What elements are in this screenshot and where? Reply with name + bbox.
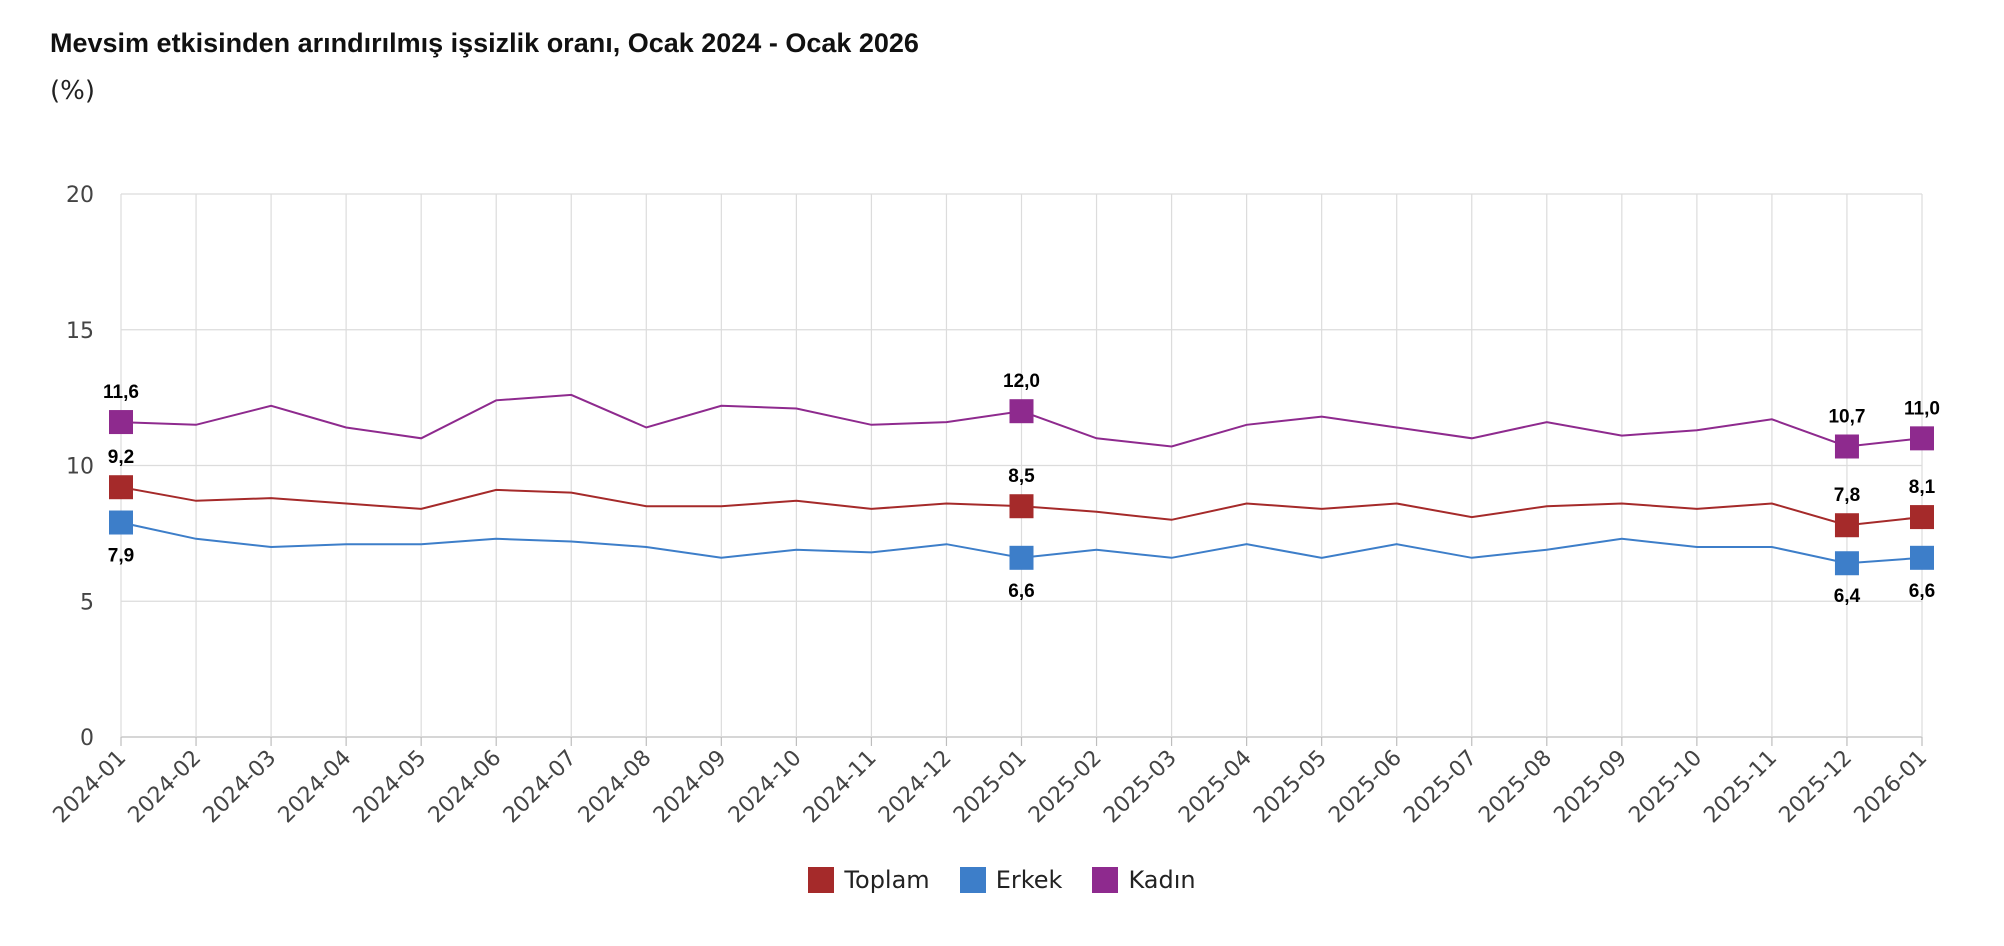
series-marker: [109, 475, 133, 500]
data-label: 6,6: [1909, 581, 1935, 602]
x-tick-label: 2025-08: [1474, 746, 1557, 829]
data-labels: 9,2 8,5 7,8 8,1 7,9 6,6 6,4 6,6 11,6 12,0 10,7 11,0: [103, 371, 1940, 607]
legend: Toplam Erkek Kadın: [0, 866, 2004, 894]
series-marker: [1009, 494, 1034, 519]
series-marker: [109, 410, 133, 435]
legend-label: Kadın: [1128, 866, 1196, 894]
legend-swatch: [959, 867, 986, 893]
x-tick-label: 2024-01: [49, 746, 132, 829]
x-tick-label: 2024-03: [199, 746, 282, 829]
legend-item[interactable]: Erkek: [959, 866, 1063, 894]
x-tick-label: 2025-06: [1324, 746, 1407, 829]
data-label: 11,0: [1904, 398, 1940, 419]
series-marker: [1834, 513, 1859, 538]
data-label: 12,0: [1003, 371, 1040, 392]
series-marker: [1910, 545, 1934, 570]
series-marker: [1834, 434, 1859, 459]
x-tick-label: 2025-05: [1249, 746, 1332, 829]
data-label: 11,6: [103, 382, 139, 403]
x-tick-label: 2025-01: [949, 746, 1032, 829]
series-layer: [109, 393, 1934, 576]
chart-subtitle: (%): [50, 76, 95, 106]
series-marker: [109, 510, 133, 535]
x-tick-label: 2024-12: [874, 746, 957, 829]
x-tick-label: 2025-10: [1624, 746, 1707, 829]
x-tick-label: 2024-05: [349, 746, 432, 829]
x-tick-label: 2025-02: [1024, 746, 1107, 829]
legend-label: Erkek: [995, 866, 1063, 894]
x-tick-label: 2024-09: [649, 746, 732, 829]
data-label: 9,2: [108, 447, 134, 468]
x-tick-label: 2024-02: [124, 746, 207, 829]
data-label: 7,8: [1834, 485, 1860, 506]
legend-swatch: [808, 867, 835, 893]
x-tick-label: 2026-01: [1850, 746, 1933, 829]
data-label: 8,1: [1909, 477, 1936, 498]
data-label: 10,7: [1828, 406, 1865, 427]
legend-item[interactable]: Toplam: [808, 866, 930, 894]
x-tick-label: 2025-09: [1549, 746, 1632, 829]
data-label: 6,6: [1008, 581, 1034, 602]
y-tick-label: 20: [66, 183, 94, 208]
legend-label: Toplam: [844, 866, 930, 894]
y-tick-label: 15: [66, 319, 94, 344]
chart-title: Mevsim etkisinden arındırılmış işsizlik …: [50, 28, 919, 58]
data-label: 8,5: [1008, 466, 1035, 487]
data-label: 6,4: [1834, 586, 1861, 607]
y-tick-label: 5: [80, 590, 94, 615]
x-tick-label: 2024-06: [424, 746, 507, 829]
x-tick-label: 2025-03: [1099, 746, 1182, 829]
x-tick-label: 2024-08: [574, 746, 657, 829]
x-tick-label: 2025-04: [1174, 746, 1257, 829]
series-marker: [1910, 505, 1934, 530]
x-tick-label: 2024-07: [499, 746, 582, 829]
x-tick-label: 2025-07: [1399, 746, 1482, 829]
series-marker: [1834, 551, 1859, 576]
series-marker: [1910, 426, 1934, 451]
x-tick-label: 2024-11: [799, 746, 882, 829]
x-tick-label: 2025-12: [1775, 746, 1858, 829]
series-marker: [1009, 399, 1034, 424]
y-tick-label: 10: [66, 455, 94, 480]
legend-item[interactable]: Kadın: [1092, 866, 1196, 894]
x-tick-label: 2025-11: [1699, 746, 1782, 829]
series-marker: [1009, 545, 1034, 570]
x-tick-label: 2024-04: [274, 746, 357, 829]
x-tick-label: 2024-10: [724, 746, 807, 829]
y-tick-label: 0: [80, 726, 94, 751]
data-label: 7,9: [108, 546, 134, 567]
grid: [120, 193, 1923, 738]
legend-swatch: [1092, 867, 1119, 893]
